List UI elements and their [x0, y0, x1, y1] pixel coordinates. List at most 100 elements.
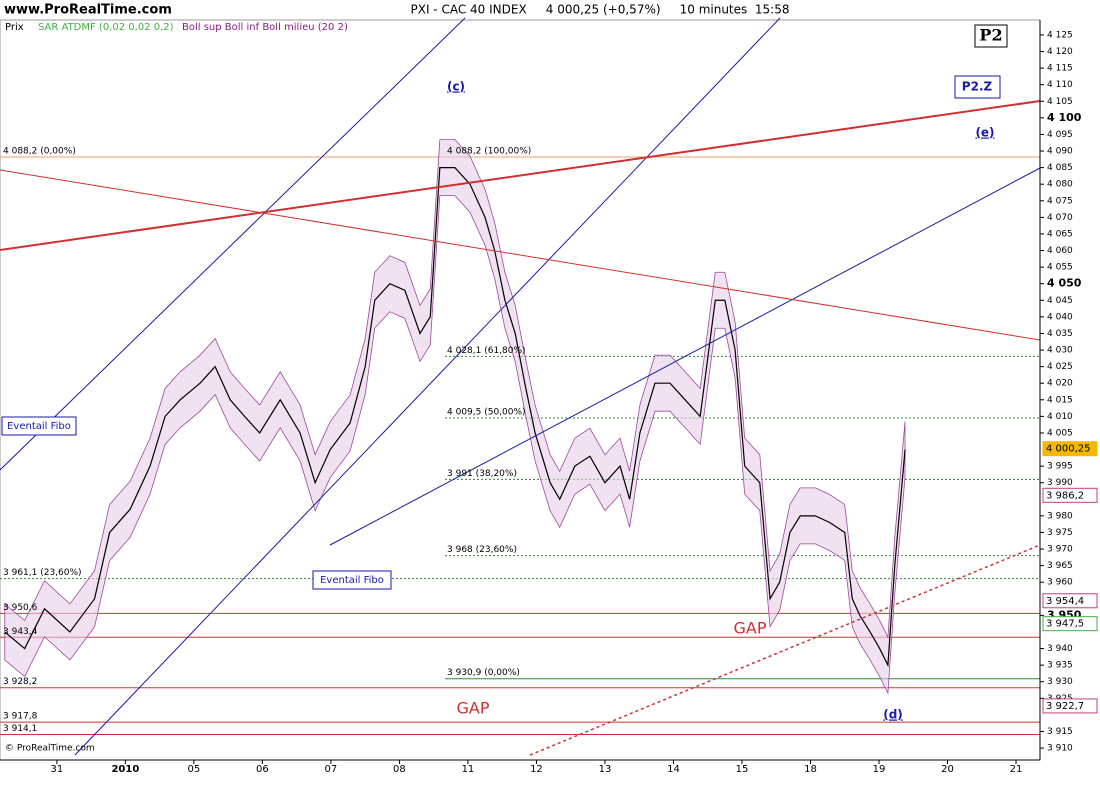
level-label: 4 028,1 (61,80%)	[447, 346, 526, 356]
x-tick-label: 19	[873, 764, 886, 775]
y-tick-label: 4 070	[1047, 213, 1073, 223]
level-label: 3 991 (38,20%)	[447, 469, 517, 479]
y-tick-label: 4 095	[1047, 130, 1073, 140]
x-tick-label: 15	[736, 764, 749, 775]
x-tick-label: 07	[325, 764, 338, 775]
level-label: 4 009,5 (50,00%)	[447, 408, 526, 418]
annotation: Eventail Fibo	[320, 575, 384, 586]
price-tag-label: 4 000,25	[1046, 444, 1091, 455]
annotation: (e)	[975, 126, 994, 140]
price-tag-label: 3 954,4	[1046, 596, 1084, 607]
x-tick-label: 31	[50, 764, 63, 775]
level-label: 3 914,1	[3, 724, 37, 734]
level-label: 3 950,6	[3, 603, 38, 613]
y-tick-label: 3 935	[1047, 661, 1073, 671]
y-tick-label: 4 035	[1047, 329, 1073, 339]
x-tick-label: 2010	[111, 764, 139, 775]
trendline	[529, 544, 1041, 756]
plot	[0, 139, 1040, 735]
annotation: GAP	[734, 619, 767, 638]
annotation: P2	[979, 26, 1002, 45]
legend-entry: Boll sup Boll inf Boll milieu (20 2)	[182, 22, 348, 33]
y-tick-label: 3 980	[1047, 511, 1073, 521]
y-tick-label: 4 105	[1047, 97, 1073, 107]
price-tag-label: 3 947,5	[1046, 619, 1084, 630]
bollinger-band	[4, 139, 906, 695]
y-tick-label: 4 030	[1047, 346, 1073, 356]
y-tick-label: 3 910	[1047, 744, 1073, 754]
y-tick-label: 4 040	[1047, 312, 1073, 322]
site: www.ProRealTime.com	[4, 3, 172, 18]
y-tick-label: 4 045	[1047, 296, 1073, 306]
y-tick-label: 4 060	[1047, 246, 1073, 256]
annotation: (d)	[883, 708, 903, 722]
price-tag	[1042, 616, 1098, 632]
y-tick-label: 3 975	[1047, 528, 1073, 538]
label-box	[1, 416, 77, 436]
price-tag	[1042, 698, 1098, 714]
y-tick-label: 4 115	[1047, 64, 1073, 74]
x-tick-label: 11	[462, 764, 475, 775]
price-tag-label: 3 922,7	[1046, 701, 1084, 712]
x-tick-label: 14	[667, 764, 680, 775]
level-label: 3 968 (23,60%)	[447, 545, 517, 555]
trendline	[74, 17, 781, 756]
y-tick-label: 3 970	[1047, 545, 1073, 555]
y-tick-label: 4 100	[1047, 111, 1082, 124]
level-label: 3 943,4	[3, 627, 38, 637]
y-tick-label: 4 075	[1047, 196, 1073, 206]
trendline	[0, 17, 466, 471]
y-tick-label: 4 125	[1047, 30, 1073, 40]
y-tick-label: 4 010	[1047, 412, 1073, 422]
x-tick-label: 05	[188, 764, 201, 775]
y-tick-label: 4 025	[1047, 362, 1073, 372]
x-tick-label: 08	[393, 764, 406, 775]
label-box	[974, 24, 1008, 48]
annotation: GAP	[457, 699, 490, 718]
legend-entry: Prix	[5, 22, 24, 33]
y-tick-label: 3 990	[1047, 478, 1073, 488]
y-tick-label: 4 065	[1047, 229, 1073, 239]
trendline	[329, 167, 1041, 546]
legend-entry: SAR ATDMF (0,02 0,02 0,2)	[38, 22, 174, 33]
y-tick-label: 4 050	[1047, 277, 1082, 290]
annotation: Eventail Fibo	[7, 421, 71, 432]
y-tick-label: 4 005	[1047, 428, 1073, 438]
x-tick-label: 18	[804, 764, 817, 775]
label-box	[312, 570, 392, 590]
chart-title: PXI - CAC 40 INDEX 4 000,25 (+0,57%) 10 …	[411, 3, 790, 17]
y-tick-label: 3 940	[1047, 644, 1073, 654]
level-label: 4 088,2 (0,00%)	[3, 146, 76, 156]
level-label: 4 088,2 (100,00%)	[447, 146, 531, 156]
y-tick-label: 3 915	[1047, 727, 1073, 737]
price-line	[4, 167, 906, 668]
price-tag	[1042, 593, 1098, 609]
x-tick-label: 12	[530, 764, 543, 775]
level-label: 3 930,9 (0,00%)	[447, 668, 520, 678]
copyright: © ProRealTime.com	[5, 744, 95, 754]
trendline	[0, 100, 1041, 251]
annotation: P2.Z	[962, 80, 993, 94]
x-tick-label: 20	[941, 764, 954, 775]
price-tag-label: 3 986,2	[1046, 490, 1084, 501]
price-tag	[1042, 487, 1098, 503]
x-tick-label: 06	[256, 764, 269, 775]
y-tick-label: 4 055	[1047, 263, 1073, 273]
y-tick-label: 3 965	[1047, 561, 1073, 571]
level-label: 3 961,1 (23,60%)	[3, 568, 82, 578]
y-tick-label: 4 080	[1047, 180, 1073, 190]
y-tick-label: 4 110	[1047, 80, 1073, 90]
price-tag	[1042, 441, 1098, 457]
y-tick-label: 4 015	[1047, 395, 1073, 405]
y-tick-label: 3 930	[1047, 677, 1073, 687]
y-tick-label: 4 085	[1047, 163, 1073, 173]
label-box	[954, 75, 1001, 99]
trendlines	[0, 17, 1041, 756]
x-tick-label: 13	[599, 764, 612, 775]
y-tick-label: 4 020	[1047, 379, 1073, 389]
annotation: (c)	[447, 80, 465, 94]
y-tick-label: 4 120	[1047, 47, 1073, 57]
y-tick-label: 3 995	[1047, 462, 1073, 472]
x-tick-label: 21	[1010, 764, 1023, 775]
